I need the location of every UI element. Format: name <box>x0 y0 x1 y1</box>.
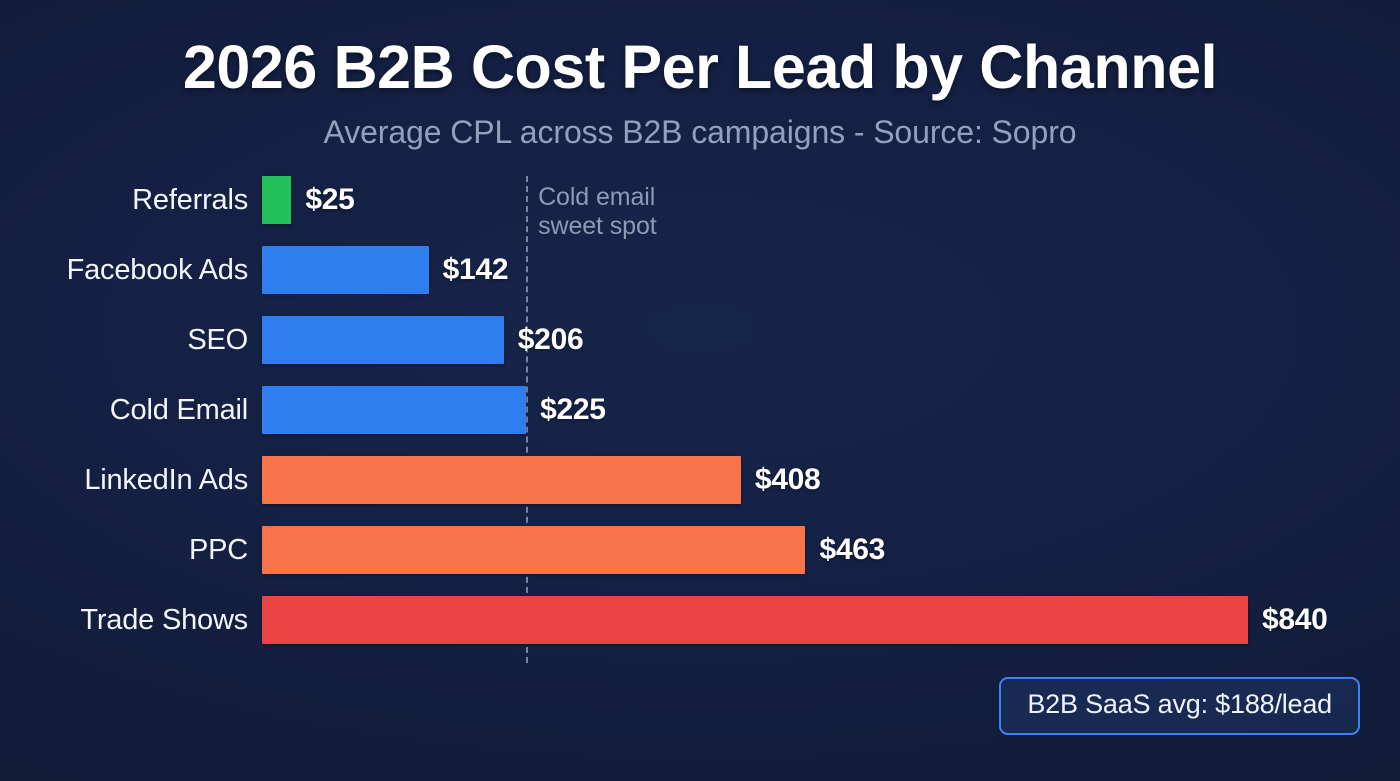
bar-row: PPC $463 <box>0 526 1400 574</box>
bar-row: SEO $206 <box>0 316 1400 364</box>
bar-value-label: $840 <box>1262 603 1328 636</box>
bar-row: LinkedIn Ads $408 <box>0 456 1400 504</box>
bar-row: Referrals $25 <box>0 176 1400 224</box>
bar <box>262 596 1248 644</box>
bar-value-label: $408 <box>754 463 821 496</box>
category-label: Referrals <box>132 184 248 216</box>
bar <box>262 176 292 224</box>
bar-row: Facebook Ads $142 <box>0 246 1400 294</box>
bar-value-label: $206 <box>517 323 584 356</box>
bar <box>262 246 429 294</box>
bar <box>262 386 527 434</box>
category-label: Facebook Ads <box>66 254 249 286</box>
page-title: 2026 B2B Cost Per Lead by Channel <box>182 33 1218 101</box>
threshold-dashed-line <box>526 176 529 663</box>
category-label: PPC <box>188 534 248 566</box>
bar <box>262 526 806 574</box>
chart-subtitle: Average CPL across B2B campaigns - Sourc… <box>323 114 1077 151</box>
chart-header: 2026 B2B Cost Per Lead by Channel Averag… <box>0 0 1400 150</box>
status-badge: B2B SaaS avg: $188/lead <box>999 677 1360 735</box>
bar-value-label: $225 <box>540 393 606 426</box>
category-label: Trade Shows <box>80 604 248 636</box>
threshold-annotation-label: Cold email sweet spot <box>538 183 657 240</box>
bar-value-label: $25 <box>305 183 355 216</box>
bar-value-label: $142 <box>442 253 509 286</box>
category-label: Cold Email <box>109 394 248 426</box>
chart-plot-area: Cold email sweet spot Referrals $25 Facebo… <box>0 173 1400 673</box>
bar <box>262 316 504 364</box>
category-label: SEO <box>187 324 248 356</box>
bar <box>262 456 741 504</box>
bar-value-label: $463 <box>819 533 886 566</box>
category-label: LinkedIn Ads <box>84 464 248 496</box>
bar-row: Cold Email $225 <box>0 386 1400 434</box>
bar-row: Trade Shows $840 <box>0 596 1400 644</box>
